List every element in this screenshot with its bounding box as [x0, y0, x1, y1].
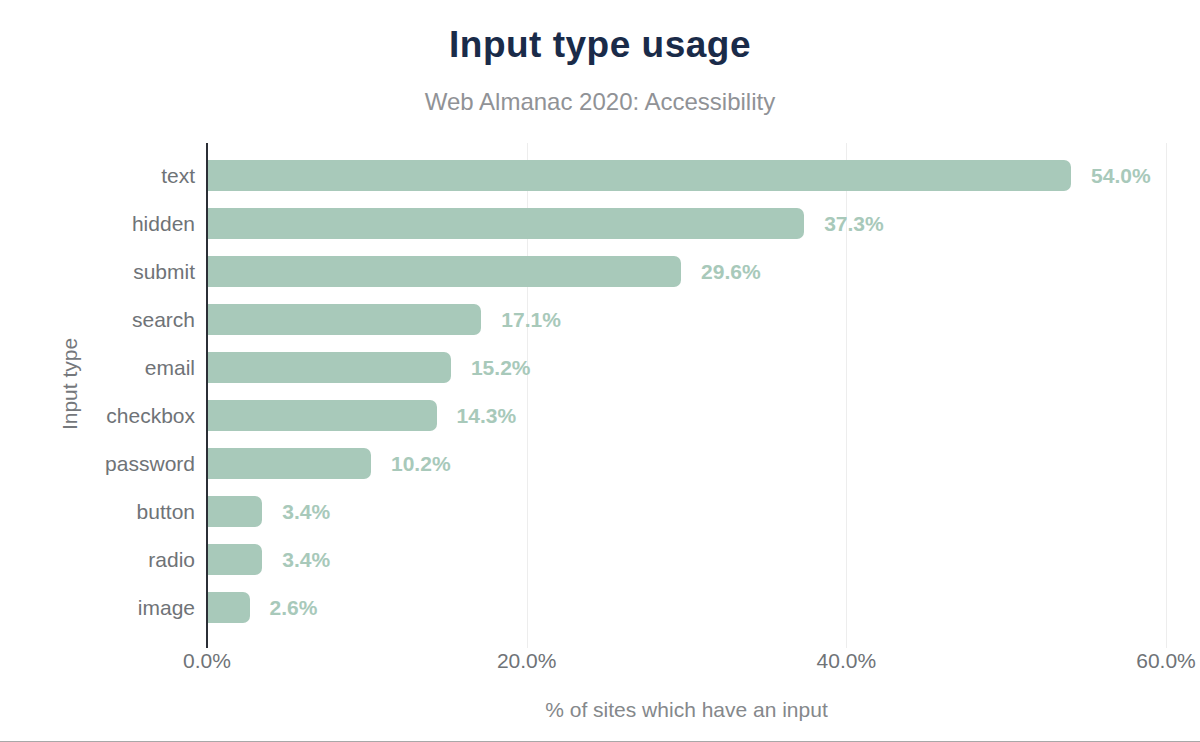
bar-value-label: 14.3% — [457, 400, 517, 431]
bar-button — [208, 496, 262, 527]
x-axis-title: % of sites which have an input — [207, 698, 1166, 722]
x-tick-label: 0.0% — [183, 649, 231, 673]
gridline — [1166, 143, 1167, 648]
bar-value-label: 3.4% — [282, 544, 330, 575]
bar-radio — [208, 544, 262, 575]
y-axis-label: text — [0, 160, 195, 191]
y-axis-label: password — [0, 448, 195, 479]
x-tick-label: 20.0% — [497, 649, 557, 673]
x-tick-label: 60.0% — [1136, 649, 1196, 673]
bar-value-label: 3.4% — [282, 496, 330, 527]
y-axis-label: submit — [0, 256, 195, 287]
plot-area: 54.0% 37.3% 29.6% 17.1% 15.2% 14.3%10.2% 3.4% 3… — [207, 143, 1166, 648]
bar-checkbox — [208, 400, 437, 431]
bar-value-label: 15.2% — [471, 352, 531, 383]
bar-search — [208, 304, 481, 335]
bar-value-label: 10.2% — [391, 448, 451, 479]
bar-password — [208, 448, 371, 479]
bar-email — [208, 352, 451, 383]
chart-page: Input type usage Web Almanac 2020: Acces… — [0, 0, 1200, 742]
y-axis-label: checkbox — [0, 400, 195, 431]
y-axis-label: image — [0, 592, 195, 623]
y-axis-label: button — [0, 496, 195, 527]
bar-value-label: 54.0% — [1091, 160, 1151, 191]
y-axis-label: radio — [0, 544, 195, 575]
bar-submit — [208, 256, 681, 287]
y-axis-label: search — [0, 304, 195, 335]
x-tick-label: 40.0% — [817, 649, 877, 673]
y-axis-label: email — [0, 352, 195, 383]
chart-subtitle: Web Almanac 2020: Accessibility — [0, 88, 1200, 116]
bar-value-label: 2.6% — [270, 592, 318, 623]
bar-hidden — [208, 208, 804, 239]
chart-title: Input type usage — [0, 24, 1200, 66]
bar-image — [208, 592, 250, 623]
y-axis-label: hidden — [0, 208, 195, 239]
bar-text — [208, 160, 1071, 191]
bar-value-label: 29.6% — [701, 256, 761, 287]
x-axis-ticks: 0.0% 20.0% 40.0% 60.0% — [0, 649, 1200, 675]
bar-value-label: 37.3% — [824, 208, 884, 239]
y-axis-labels: text hidden submit search email checkbox passw… — [0, 143, 195, 648]
bar-value-label: 17.1% — [501, 304, 561, 335]
